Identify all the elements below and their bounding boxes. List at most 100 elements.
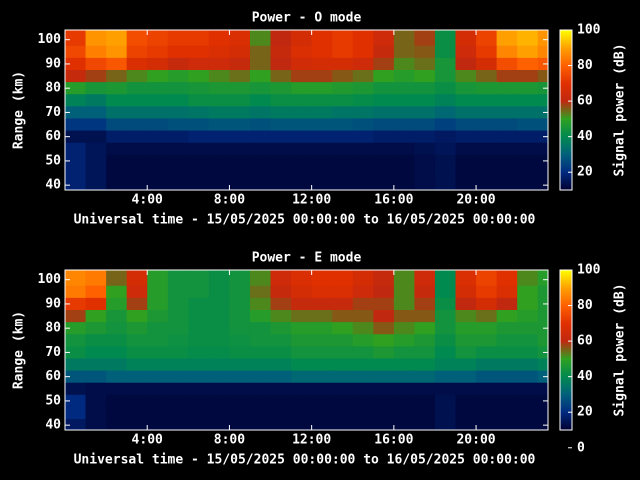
heatmap-cell: [126, 346, 148, 359]
heatmap-cell: [270, 94, 292, 107]
colorbar-swatch: [560, 52, 572, 55]
y-tick-label: 40: [45, 178, 61, 193]
heatmap-cell: [208, 82, 230, 95]
heatmap-cell: [476, 106, 498, 119]
heatmap-cell: [517, 179, 539, 190]
y-tick-label: 100: [38, 272, 62, 287]
heatmap-cell: [537, 285, 548, 299]
heatmap-cell: [126, 419, 148, 430]
heatmap-cell: [126, 179, 148, 190]
heatmap-cell: [352, 370, 374, 384]
heatmap-cell: [414, 118, 436, 132]
heatmap-cell: [414, 270, 436, 287]
colorbar-tick-label: 60: [577, 94, 593, 109]
heatmap-cell: [496, 45, 518, 59]
heatmap-cell: [537, 382, 548, 396]
heatmap-cell: [414, 334, 436, 347]
heatmap-cell: [455, 370, 477, 384]
heatmap-cell: [332, 70, 354, 83]
heatmap-cell: [270, 57, 292, 71]
heatmap-cell: [147, 358, 169, 372]
colorbar-swatch: [560, 290, 572, 293]
heatmap-cell: [188, 30, 210, 47]
heatmap-cell: [188, 45, 210, 59]
heatmap-cell: [537, 154, 548, 168]
heatmap-cell: [85, 179, 107, 190]
colorbar-tick-label: 20: [577, 405, 593, 420]
heatmap-cell: [455, 322, 477, 335]
heatmap-cell: [188, 310, 210, 323]
heatmap-cell: [270, 130, 292, 144]
heatmap-cell: [496, 382, 518, 396]
colorbar-swatch: [560, 316, 572, 319]
heatmap-cell: [106, 297, 128, 311]
heatmap-cell: [352, 358, 374, 372]
heatmap-cell: [167, 297, 189, 311]
heatmap-cell: [229, 179, 251, 190]
heatmap-cell: [65, 118, 87, 132]
heatmap-cell: [208, 30, 230, 47]
heatmap-cell: [229, 118, 251, 132]
heatmap-cell: [537, 310, 548, 323]
heatmap-cell: [476, 270, 498, 287]
heatmap-cell: [65, 419, 87, 430]
heatmap-cell: [106, 394, 128, 408]
y-tick-label: 90: [45, 56, 61, 71]
heatmap-cell: [167, 382, 189, 396]
heatmap-cell: [434, 118, 457, 132]
colorbar-swatch: [560, 276, 572, 279]
colorbar-label: Signal power (dB): [613, 283, 628, 416]
heatmap-cell: [373, 57, 395, 71]
heatmap-cell: [65, 45, 87, 59]
heatmap-cell: [455, 142, 477, 156]
heatmap-cell: [147, 154, 169, 168]
heatmap-cell: [496, 57, 518, 71]
colorbar-swatch: [560, 420, 572, 423]
heatmap-cell: [85, 57, 107, 71]
colorbar-swatch: [560, 146, 572, 149]
heatmap-cell: [208, 285, 230, 299]
heatmap-cell: [208, 394, 230, 408]
heatmap-cell: [352, 45, 374, 59]
heatmap-cell: [537, 406, 548, 420]
heatmap-cell: [537, 57, 548, 71]
heatmap-cell: [537, 297, 548, 311]
heatmap-cell: [167, 166, 189, 180]
heatmap-cell: [393, 382, 415, 396]
colorbar-swatch: [560, 306, 572, 309]
heatmap-cell: [85, 94, 107, 107]
heatmap-cell: [106, 118, 128, 132]
colorbar-swatch: [560, 108, 572, 111]
heatmap-cell: [85, 419, 107, 430]
heatmap-cell: [537, 130, 548, 144]
heatmap-cell: [311, 82, 333, 95]
heatmap-cell: [65, 297, 87, 311]
heatmap-cell: [393, 106, 415, 119]
colorbar-label: Signal power (dB): [613, 43, 628, 176]
colorbar-swatch: [560, 366, 572, 369]
heatmap-cell: [147, 394, 169, 408]
heatmap-cell: [434, 334, 457, 347]
heatmap-cell: [208, 154, 230, 168]
heatmap-cell: [208, 419, 230, 430]
heatmap-cell: [332, 118, 354, 132]
colorbar-swatch: [560, 76, 572, 79]
heatmap-cell: [147, 179, 169, 190]
heatmap-cell: [373, 106, 395, 119]
heatmap-cell: [167, 406, 189, 420]
colorbar-swatch: [560, 394, 572, 397]
heatmap-cell: [126, 45, 148, 59]
colorbar-swatch: [560, 364, 572, 367]
heatmap-cell: [393, 166, 415, 180]
heatmap-cell: [291, 310, 313, 323]
heatmap-cell: [455, 297, 477, 311]
heatmap-cell: [434, 394, 457, 408]
heatmap-cell: [147, 70, 169, 83]
heatmap-cell: [476, 45, 498, 59]
heatmap-cell: [147, 106, 169, 119]
heatmap-cell: [352, 94, 374, 107]
heatmap-cell: [208, 130, 230, 144]
y-axis-label: Range (km): [12, 71, 27, 149]
colorbar-swatch: [560, 168, 572, 171]
heatmap-cell: [455, 406, 477, 420]
